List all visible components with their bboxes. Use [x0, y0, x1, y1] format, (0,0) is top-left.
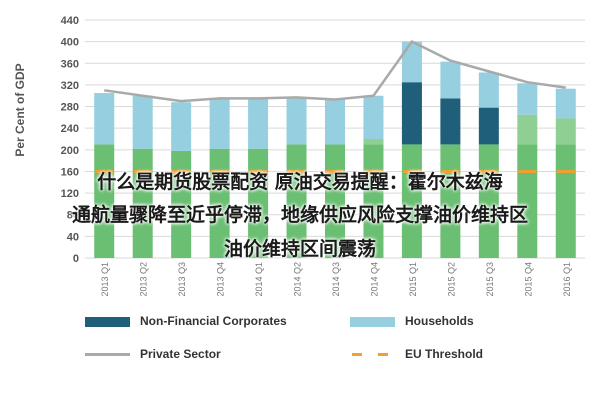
y-tick-label: 360: [61, 58, 79, 70]
y-axis-title-group: Per Cent of GDP: [13, 63, 27, 156]
overlay-caption-line-1: 什么是期货股票配资 原油交易提醒：霍尔木兹海: [97, 171, 503, 193]
legend-swatch-households: [350, 317, 395, 327]
bar-households-segment: [517, 83, 538, 115]
x-tick-label: 2014 Q1: [254, 262, 264, 297]
x-tick-label: 2013 Q4: [216, 262, 226, 297]
legend-swatch-private-sector: [85, 353, 130, 356]
x-tick-label: 2013 Q2: [139, 262, 149, 297]
bar-non-financial-segment: [517, 114, 538, 145]
bar-households-segment: [132, 95, 153, 149]
bar-base-segment: [209, 148, 230, 258]
legend-label-households: Households: [405, 314, 474, 328]
bar-group: [209, 98, 230, 258]
legend-swatch-eu-threshold: [352, 353, 362, 356]
bar-households-segment: [363, 95, 384, 139]
y-axis-ticks: 0 40 80 120 160 200 240 280 320 360 400 440: [61, 15, 79, 265]
private-sector-line: [104, 40, 566, 103]
private-sector-line-group: [104, 40, 566, 103]
x-tick-label: 2013 Q3: [177, 262, 187, 297]
y-tick-label: 0: [73, 253, 79, 265]
bar-group: [132, 95, 153, 258]
bar-households-segment: [286, 97, 307, 145]
legend-label-non-financial: Non-Financial Corporates: [140, 314, 287, 328]
bar-households-segment: [478, 72, 499, 108]
x-tick-label: 2013 Q1: [100, 262, 110, 297]
x-tick-label: 2014 Q2: [293, 262, 303, 297]
bar-non-financial-segment: [401, 82, 422, 145]
bar-households-segment: [325, 99, 345, 145]
y-tick-label: 200: [61, 145, 79, 157]
bar-non-financial-segment: [440, 98, 461, 145]
x-tick-label: 2015 Q1: [408, 262, 418, 297]
legend-label-private-sector: Private Sector: [140, 347, 221, 361]
bar-non-financial-segment: [363, 139, 384, 145]
legend-swatch-non-financial: [85, 317, 130, 327]
overlay-caption-line-2: 通航量骤降至近乎停滞，地缘供应风险支撑油价维持区: [71, 204, 528, 226]
legend-swatch-eu-threshold-2: [378, 353, 388, 356]
bar-base-segment: [248, 148, 269, 258]
y-tick-label: 440: [61, 15, 79, 27]
bar-non-financial-segment: [555, 118, 576, 145]
y-tick-label: 240: [61, 123, 79, 135]
y-tick-label: 280: [61, 102, 79, 114]
x-tick-label: 2014 Q4: [369, 262, 379, 297]
y-tick-label: 120: [61, 188, 79, 200]
bar-households-segment: [440, 61, 461, 99]
overlay-caption-line-3: 油价维持区间震荡: [223, 238, 376, 260]
bar-base-segment: [171, 150, 192, 258]
bar-group: [248, 98, 269, 258]
bar-households-segment: [248, 98, 269, 149]
y-tick-label: 80: [67, 210, 79, 222]
x-tick-label: 2015 Q3: [485, 262, 495, 297]
y-tick-label: 320: [61, 80, 79, 92]
x-tick-label: 2014 Q3: [331, 262, 341, 297]
y-tick-label: 160: [61, 166, 79, 178]
x-axis-ticks: 2013 Q1 2013 Q2 2013 Q3 2013 Q4 2014 Q1 2014 …: [100, 262, 572, 297]
bar-households-segment: [94, 93, 115, 145]
bar-base-segment: [132, 148, 153, 258]
bar-non-financial-segment: [478, 107, 499, 145]
y-axis-title: Per Cent of GDP: [13, 63, 27, 156]
bar-households-segment: [171, 102, 192, 151]
bar-households-segment: [555, 88, 576, 119]
y-tick-label: 400: [61, 37, 79, 49]
bar-households-segment: [209, 98, 230, 149]
x-tick-label: 2016 Q1: [562, 262, 572, 297]
bar-households-segment: [401, 41, 422, 83]
legend-label-eu-threshold: EU Threshold: [405, 347, 484, 361]
x-tick-label: 2015 Q4: [523, 262, 533, 297]
x-tick-label: 2015 Q2: [446, 262, 456, 297]
bar-group: [171, 102, 192, 258]
y-tick-label: 40: [67, 231, 79, 243]
